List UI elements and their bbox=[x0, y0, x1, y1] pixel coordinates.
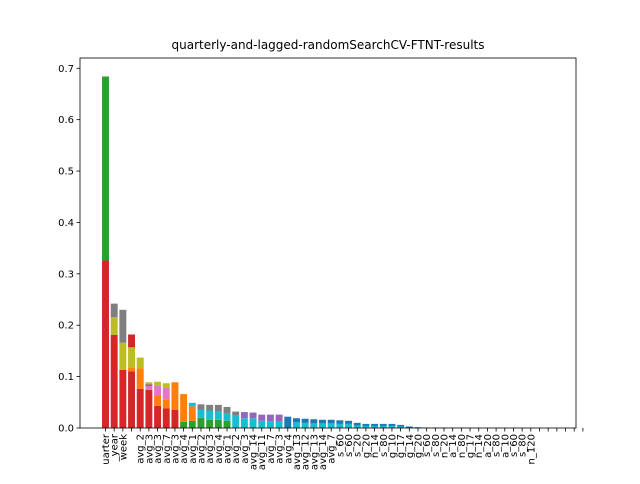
bar-segment bbox=[267, 415, 274, 422]
y-tick-label: 0.0 bbox=[58, 424, 74, 435]
bar-segment bbox=[319, 420, 326, 424]
plot-background bbox=[80, 58, 576, 428]
bar-segment bbox=[128, 367, 135, 371]
bar-segment bbox=[354, 423, 361, 426]
bar-segment bbox=[145, 386, 152, 390]
bar-segment bbox=[137, 358, 144, 369]
bar-segment bbox=[328, 423, 335, 428]
bar-segment bbox=[224, 414, 231, 421]
bar-segment bbox=[224, 407, 231, 414]
bar-segment bbox=[154, 395, 161, 406]
bar-segment bbox=[362, 424, 369, 426]
bar-segment bbox=[250, 413, 257, 419]
bar-segment bbox=[232, 412, 239, 416]
bar-segment bbox=[215, 420, 222, 428]
y-tick-label: 0.2 bbox=[58, 321, 74, 332]
bar-segment bbox=[198, 404, 205, 409]
bar-segment bbox=[215, 411, 222, 420]
bar-segment bbox=[232, 416, 239, 428]
bar-segment bbox=[171, 410, 178, 428]
y-tick-label: 0.7 bbox=[58, 64, 74, 75]
bar-segment bbox=[154, 386, 161, 395]
bar-segment bbox=[388, 424, 395, 426]
bar-segment bbox=[276, 415, 283, 422]
bar-segment bbox=[128, 334, 135, 347]
bar-segment bbox=[284, 417, 291, 428]
bar-segment bbox=[102, 260, 109, 428]
bar-segment bbox=[111, 317, 118, 335]
bar-segment bbox=[102, 77, 109, 261]
bar-segment bbox=[336, 424, 343, 428]
bar-segment bbox=[119, 370, 126, 428]
bar-segment bbox=[206, 411, 213, 420]
bar-segment bbox=[198, 418, 205, 428]
bar-segment bbox=[198, 410, 205, 418]
bar-segment bbox=[119, 343, 126, 370]
bar-segment bbox=[241, 418, 248, 428]
bar-segment bbox=[145, 384, 152, 386]
bar-segment bbox=[128, 371, 135, 428]
bar-segment bbox=[137, 368, 144, 389]
bar-segment bbox=[163, 388, 170, 399]
bar-segment bbox=[189, 421, 196, 428]
bar-segment bbox=[258, 415, 265, 421]
bar-segment bbox=[397, 425, 404, 427]
plot-area bbox=[80, 58, 576, 428]
bar-segment bbox=[345, 421, 352, 424]
bar-segment bbox=[328, 420, 335, 424]
bar-segment bbox=[258, 421, 265, 428]
bar-segment bbox=[345, 424, 352, 428]
x-tick-label: week bbox=[118, 434, 129, 460]
bar-segment bbox=[276, 422, 283, 428]
bar-segment bbox=[302, 423, 309, 428]
y-tick-label: 0.1 bbox=[58, 372, 74, 383]
y-tick-label: 0.4 bbox=[58, 218, 74, 229]
bar-segment bbox=[163, 383, 170, 388]
bar-segment bbox=[336, 420, 343, 424]
bar-segment bbox=[154, 382, 161, 386]
bar-segment bbox=[380, 424, 387, 426]
bar-segment bbox=[319, 423, 326, 428]
y-tick-label: 0.3 bbox=[58, 269, 74, 280]
bar-segment bbox=[215, 405, 222, 411]
bar-segment bbox=[145, 390, 152, 428]
bar-segment bbox=[224, 421, 231, 428]
y-tick-label: 0.5 bbox=[58, 167, 74, 178]
bar-segment bbox=[128, 347, 135, 367]
bar-segment bbox=[111, 335, 118, 428]
bar-segment bbox=[310, 419, 317, 423]
bar-segment bbox=[206, 420, 213, 428]
bar-segment bbox=[250, 418, 257, 428]
bar-segment bbox=[119, 310, 126, 343]
bar-segment bbox=[302, 419, 309, 423]
bar-segment bbox=[310, 423, 317, 428]
bar-segment bbox=[171, 382, 178, 410]
bar-segment bbox=[371, 424, 378, 426]
bar-segment bbox=[189, 403, 196, 407]
bar-segment bbox=[163, 399, 170, 408]
bar-segment bbox=[163, 408, 170, 428]
bar-segment bbox=[293, 422, 300, 428]
bar-segment bbox=[206, 405, 213, 411]
bar-segment bbox=[154, 406, 161, 428]
x-tick-label: n_120 bbox=[526, 434, 537, 464]
bar-segment bbox=[145, 382, 152, 384]
chart-title: quarterly-and-lagged-randomSearchCV-FTNT… bbox=[172, 38, 485, 52]
bar-segment bbox=[241, 412, 248, 418]
y-tick-label: 0.6 bbox=[58, 115, 74, 126]
bar-segment bbox=[180, 422, 187, 428]
bar-segment bbox=[180, 394, 187, 422]
bar-segment bbox=[189, 406, 196, 420]
bar-segment bbox=[111, 304, 118, 317]
bar-segment bbox=[267, 421, 274, 428]
bar-segment bbox=[137, 389, 144, 428]
bar-segment bbox=[293, 418, 300, 422]
